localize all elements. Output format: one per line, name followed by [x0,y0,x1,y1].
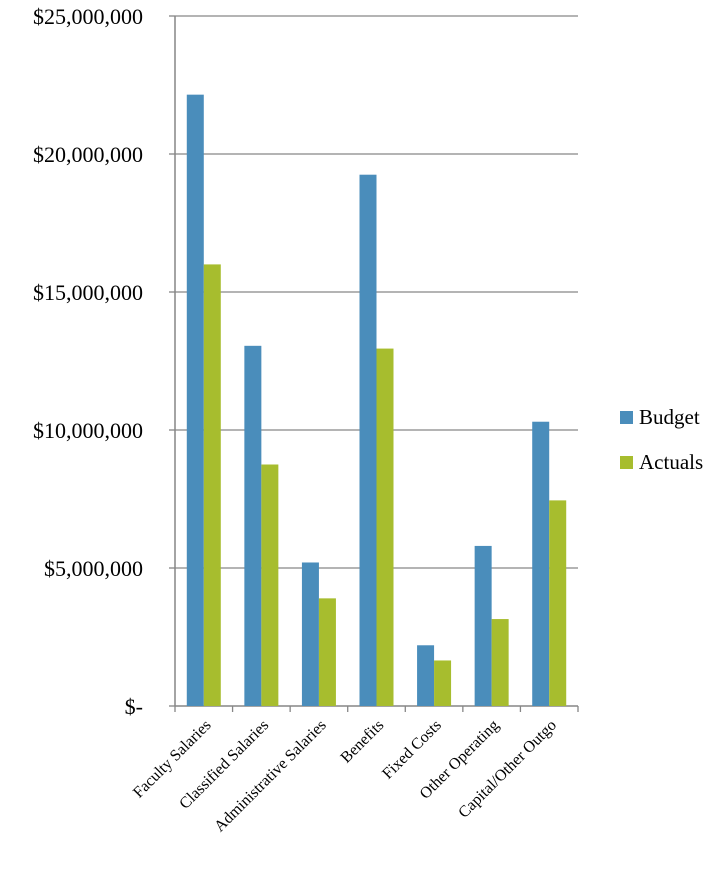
bar-budget-6 [532,421,550,706]
bar-actuals-3 [376,348,394,706]
legend-swatch-actuals [620,456,633,469]
bars [186,94,567,706]
bar-actuals-2 [318,598,336,706]
bar-budget-5 [474,545,492,706]
category-label: Benefits [338,717,388,767]
y-tick-label: $- [125,694,143,719]
y-tick-label: $10,000,000 [33,418,143,443]
bar-budget-2 [301,562,319,706]
y-tick-label: $25,000,000 [33,4,143,29]
category-label: Administrative Salaries [211,717,330,836]
y-tick-label: $15,000,000 [33,280,143,305]
bar-budget-3 [359,174,377,706]
legend-label-budget: Budget [639,405,700,429]
legend-swatch-budget [620,411,633,424]
bar-actuals-1 [261,464,279,706]
bar-actuals-4 [434,660,452,706]
legend-label-actuals: Actuals [639,450,703,474]
y-tick-label: $5,000,000 [44,556,143,581]
bar-budget-0 [186,94,204,706]
bar-budget-4 [417,645,435,706]
bar-actuals-0 [203,264,221,706]
bar-actuals-5 [491,619,509,706]
bar-actuals-6 [549,500,567,706]
legend: Budget Actuals [620,405,703,474]
category-label: Capital/Other Outgo [455,717,560,822]
y-tick-label: $20,000,000 [33,142,143,167]
bar-budget-1 [244,345,262,706]
y-tick-labels: $- $5,000,000 $10,000,000 $15,000,000 $20,00… [33,4,143,719]
